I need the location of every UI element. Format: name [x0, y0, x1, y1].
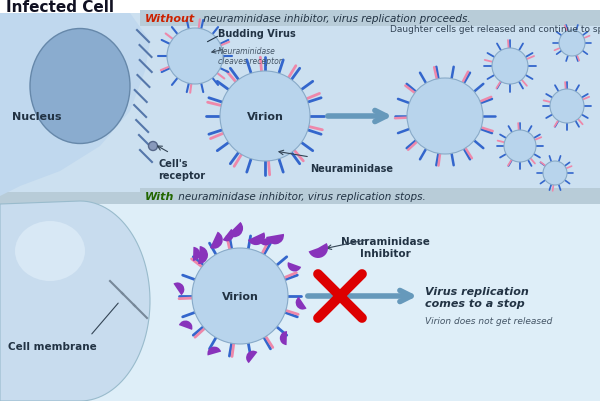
Bar	[0, 196, 600, 401]
Text: Without: Without	[145, 14, 195, 24]
Wedge shape	[173, 283, 184, 296]
Text: Neuraminidase: Neuraminidase	[310, 164, 393, 174]
Wedge shape	[287, 262, 301, 272]
Circle shape	[407, 79, 483, 155]
Wedge shape	[210, 232, 223, 249]
Wedge shape	[198, 246, 208, 264]
Wedge shape	[280, 331, 287, 345]
Text: Cell's
receptor: Cell's receptor	[158, 159, 205, 180]
Text: Budding Virus: Budding Virus	[218, 29, 296, 39]
Ellipse shape	[30, 29, 130, 144]
Circle shape	[192, 248, 288, 344]
Wedge shape	[228, 222, 243, 238]
Text: Cell membrane: Cell membrane	[8, 341, 97, 351]
Text: Neuraminidase
cleaves receptor: Neuraminidase cleaves receptor	[218, 47, 282, 66]
Polygon shape	[0, 14, 150, 196]
Wedge shape	[246, 351, 257, 363]
Wedge shape	[259, 237, 272, 246]
Text: Virion: Virion	[247, 112, 283, 122]
Text: With: With	[145, 192, 175, 201]
Wedge shape	[266, 234, 284, 245]
Text: Infected Cell: Infected Cell	[6, 0, 114, 14]
Bar	[140, 188, 600, 205]
Wedge shape	[248, 233, 265, 245]
Text: Neuraminidase
Inhibitor: Neuraminidase Inhibitor	[341, 237, 430, 258]
Wedge shape	[193, 247, 200, 261]
Wedge shape	[208, 347, 221, 356]
Text: neuraminidase inhibitor, virus replication proceeds.: neuraminidase inhibitor, virus replicati…	[200, 14, 470, 24]
Circle shape	[543, 162, 567, 186]
Polygon shape	[0, 201, 150, 401]
Bar	[0, 14, 600, 196]
Text: Nucleus: Nucleus	[12, 112, 62, 122]
Circle shape	[149, 142, 158, 151]
Ellipse shape	[15, 221, 85, 281]
Bar	[140, 11, 600, 27]
Text: Virion does not get released: Virion does not get released	[425, 316, 553, 325]
Wedge shape	[308, 243, 328, 258]
Circle shape	[492, 49, 528, 85]
Text: neuraminidase inhibitor, virus replication stops.: neuraminidase inhibitor, virus replicati…	[175, 192, 426, 201]
Text: Virion: Virion	[221, 291, 259, 301]
Bar	[0, 0, 600, 14]
Text: Virus replication
comes to a stop: Virus replication comes to a stop	[425, 286, 529, 308]
Bar	[0, 192, 600, 205]
Circle shape	[550, 90, 584, 124]
Circle shape	[167, 29, 223, 85]
Wedge shape	[296, 297, 307, 310]
Circle shape	[504, 131, 536, 162]
Text: Daughter cells get released and continue to spread.: Daughter cells get released and continue…	[390, 24, 600, 33]
Circle shape	[220, 72, 310, 162]
Wedge shape	[179, 321, 193, 330]
Wedge shape	[223, 229, 234, 242]
Circle shape	[559, 31, 585, 57]
Bar	[0, 205, 80, 401]
